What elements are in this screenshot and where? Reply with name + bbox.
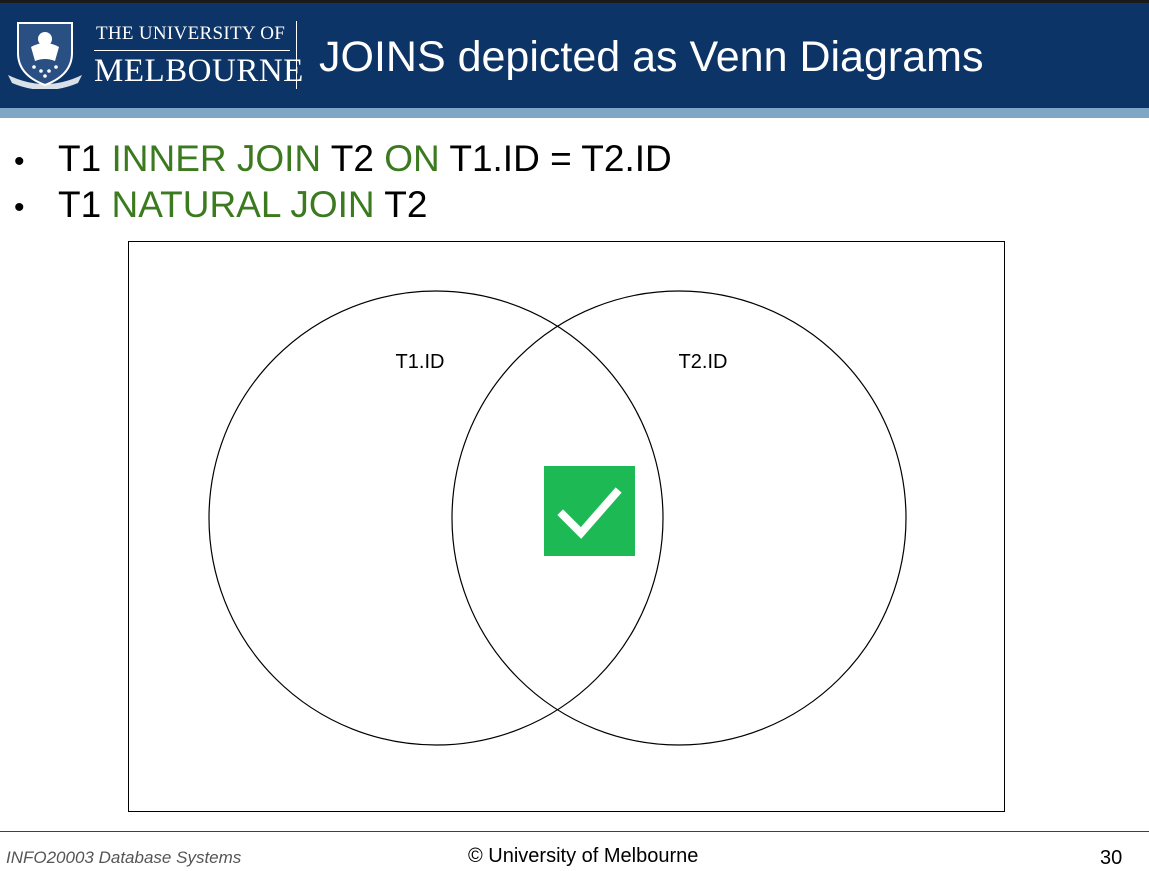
bullet-marker: • (14, 191, 25, 224)
venn-diagram-frame: T1.ID T2.ID (128, 241, 1005, 812)
footer-copyright: © University of Melbourne (468, 845, 699, 867)
keyword-inner-join: INNER JOIN (111, 138, 322, 179)
keyword-natural-join: NATURAL JOIN (111, 184, 375, 225)
checkmark-icon (544, 466, 635, 556)
header-bar: THE UNIVERSITY OF MELBOURNE JOINS depict… (0, 0, 1149, 108)
bullet-text-t1: T1 (58, 138, 112, 179)
footer-course-name: INFO20003 Database Systems (6, 848, 242, 867)
bullet-natural-join: • T1 NATURAL JOIN T2 (14, 184, 427, 228)
bullet-marker: • (14, 145, 25, 178)
checkmark-tick (557, 487, 622, 539)
bullet-text-t1: T1 (58, 184, 112, 225)
university-name-line2: MELBOURNE (94, 53, 304, 89)
header-stripe (0, 108, 1149, 118)
bullet-text-t2: T2 (321, 138, 385, 179)
venn-diagram: T1.ID T2.ID (208, 290, 907, 746)
t1-set-circle (208, 290, 664, 746)
t1-set-label: T1.ID (396, 351, 445, 373)
university-name-line1: THE UNIVERSITY OF (96, 23, 286, 44)
wordmark-rule (94, 50, 290, 51)
bullet-text-condition: T1.ID = T2.ID (439, 138, 672, 179)
university-crest-icon (8, 22, 82, 89)
footer-rule (0, 831, 1149, 832)
t2-set-label: T2.ID (679, 351, 728, 373)
university-wordmark: THE UNIVERSITY OF MELBOURNE (92, 19, 303, 91)
wordmark-divider (296, 21, 297, 89)
keyword-on: ON (384, 138, 440, 179)
bullet-inner-join: • T1 INNER JOIN T2 ON T1.ID = T2.ID (14, 138, 672, 182)
slide-title: JOINS depicted as Venn Diagrams (319, 33, 984, 81)
t2-set-circle (451, 290, 907, 746)
bullet-text-t2: T2 (374, 184, 428, 225)
page-number: 30 (1100, 847, 1123, 869)
checkmark-box (544, 466, 635, 556)
